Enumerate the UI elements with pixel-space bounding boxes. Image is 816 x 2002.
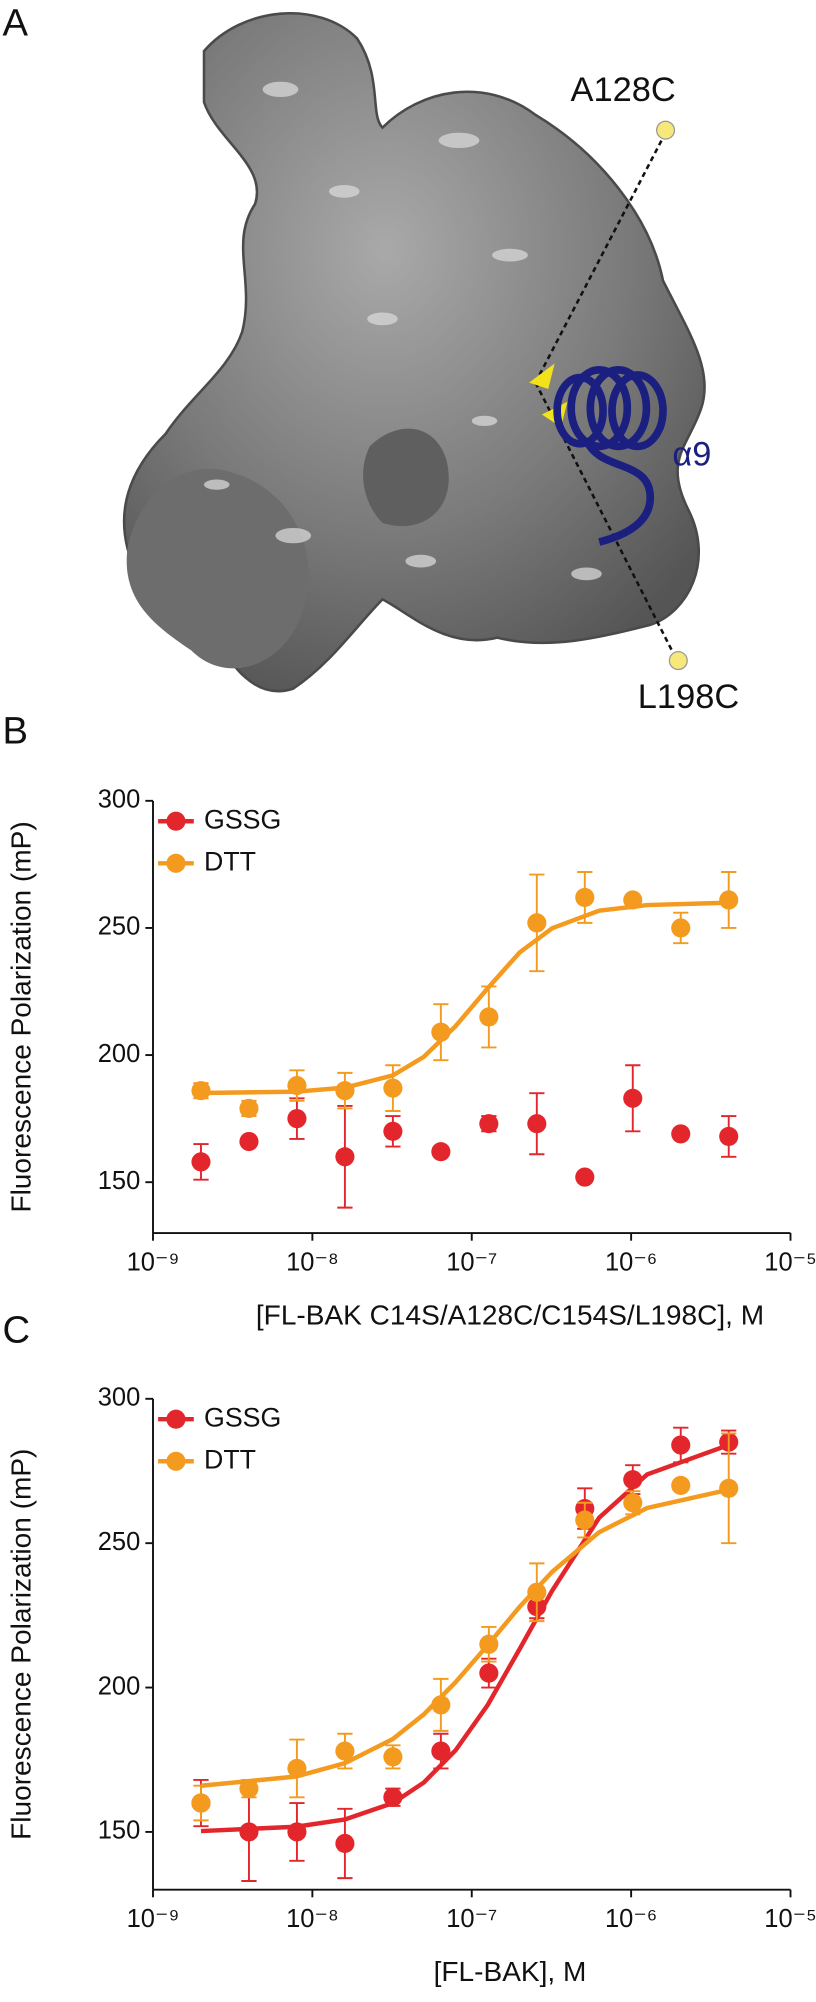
legend-marker <box>166 1451 186 1471</box>
data-point <box>623 890 643 910</box>
data-point <box>191 1081 211 1101</box>
x-axis-label: [FL-BAK C14S/A128C/C154S/L198C], M <box>256 1300 764 1331</box>
data-point <box>287 1758 307 1778</box>
data-point <box>383 1121 403 1141</box>
data-point <box>431 1695 451 1715</box>
data-point <box>671 1435 691 1455</box>
distance-line <box>534 132 667 384</box>
legend-label: GSSG <box>204 1402 281 1432</box>
fit-curve <box>200 1443 728 1834</box>
protein-structure <box>122 12 706 693</box>
data-point <box>335 1147 355 1167</box>
site-marker <box>668 651 688 671</box>
data-point <box>671 1475 691 1495</box>
data-point <box>575 1510 595 1530</box>
legend-label: DTT <box>204 1444 256 1474</box>
data-point <box>575 1167 595 1187</box>
data-point <box>287 1076 307 1096</box>
x-tick-label: 10⁻⁷ <box>446 1905 497 1933</box>
data-point <box>479 1663 499 1683</box>
legend-marker <box>166 811 186 831</box>
site-marker <box>655 120 676 140</box>
x-tick-label: 10⁻⁹ <box>127 1248 180 1276</box>
y-axis-label: Fluorescence Polarization (mP) <box>5 821 36 1212</box>
data-point <box>287 1109 307 1129</box>
y-tick-label: 300 <box>98 786 141 814</box>
data-point <box>479 1007 499 1027</box>
data-point <box>239 1098 259 1119</box>
data-point <box>623 1493 643 1513</box>
data-point <box>671 1124 691 1144</box>
surface-groove <box>363 428 449 527</box>
data-point <box>383 1787 403 1807</box>
legend-label: GSSG <box>204 804 281 834</box>
y-tick-label: 200 <box>98 1040 141 1068</box>
data-point <box>191 1793 211 1813</box>
data-point <box>479 1634 499 1654</box>
data-point <box>239 1131 259 1152</box>
data-point <box>383 1747 403 1767</box>
data-point <box>191 1152 211 1172</box>
data-point <box>431 1022 451 1042</box>
legend-label: DTT <box>204 846 256 876</box>
data-point <box>623 1470 643 1490</box>
data-point <box>527 913 547 933</box>
data-point <box>527 1582 547 1602</box>
data-point <box>335 1833 355 1854</box>
x-tick-label: 10⁻⁵ <box>764 1905 816 1933</box>
y-tick-label: 250 <box>98 913 141 941</box>
site-label: A128C <box>571 71 676 109</box>
data-point <box>287 1822 307 1842</box>
data-point <box>671 918 691 938</box>
data-point <box>575 887 595 908</box>
fit-curve <box>200 1487 728 1788</box>
helix-label: α9 <box>672 436 711 474</box>
helix-alpha9 <box>553 366 667 546</box>
x-tick-label: 10⁻⁶ <box>605 1248 657 1276</box>
y-tick-label: 150 <box>98 1167 141 1195</box>
data-point <box>383 1078 403 1098</box>
x-tick-label: 10⁻⁸ <box>286 1248 339 1276</box>
y-tick-label: 300 <box>98 1384 141 1412</box>
data-point <box>623 1088 643 1108</box>
data-point <box>239 1779 259 1799</box>
data-point <box>527 1114 547 1134</box>
surface-groove <box>126 468 309 669</box>
data-point <box>719 1126 739 1146</box>
x-tick-label: 10⁻⁵ <box>764 1248 816 1276</box>
y-tick-label: 250 <box>98 1528 141 1556</box>
panel-label: B <box>3 709 29 752</box>
fit-curve <box>200 900 728 1096</box>
legend-marker <box>166 853 186 873</box>
highlights <box>204 81 602 581</box>
site-label: L198C <box>638 678 739 716</box>
y-tick-label: 150 <box>98 1817 141 1845</box>
data-point <box>719 1478 739 1498</box>
data-point <box>335 1741 355 1761</box>
data-point <box>719 890 739 910</box>
y-tick-label: 200 <box>98 1672 141 1700</box>
legend-marker <box>166 1409 186 1429</box>
x-tick-label: 10⁻⁹ <box>127 1905 180 1933</box>
data-point <box>431 1142 451 1162</box>
data-point <box>479 1114 499 1134</box>
panel-label: A <box>3 2 29 45</box>
x-axis-label: [FL-BAK], M <box>434 1956 587 1987</box>
x-tick-label: 10⁻⁷ <box>446 1248 497 1276</box>
y-axis-label: Fluorescence Polarization (mP) <box>5 1449 36 1840</box>
x-tick-label: 10⁻⁶ <box>605 1905 657 1933</box>
data-point <box>431 1741 451 1761</box>
distance-line <box>534 382 677 659</box>
data-point <box>239 1822 259 1842</box>
panel-label: C <box>3 1309 31 1352</box>
x-tick-label: 10⁻⁸ <box>286 1905 339 1933</box>
data-point <box>335 1081 355 1101</box>
